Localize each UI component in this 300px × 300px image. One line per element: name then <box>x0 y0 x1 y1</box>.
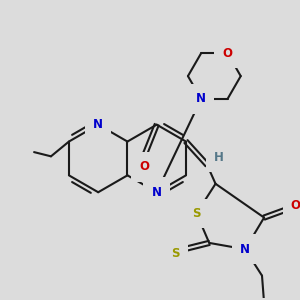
Text: O: O <box>223 47 232 60</box>
Text: O: O <box>139 160 149 173</box>
Text: N: N <box>196 92 206 106</box>
Text: N: N <box>93 118 103 131</box>
Text: O: O <box>291 200 300 212</box>
Text: S: S <box>192 207 201 220</box>
Text: S: S <box>171 247 180 260</box>
Text: H: H <box>214 151 224 164</box>
Text: N: N <box>240 243 250 256</box>
Text: N: N <box>152 186 162 199</box>
